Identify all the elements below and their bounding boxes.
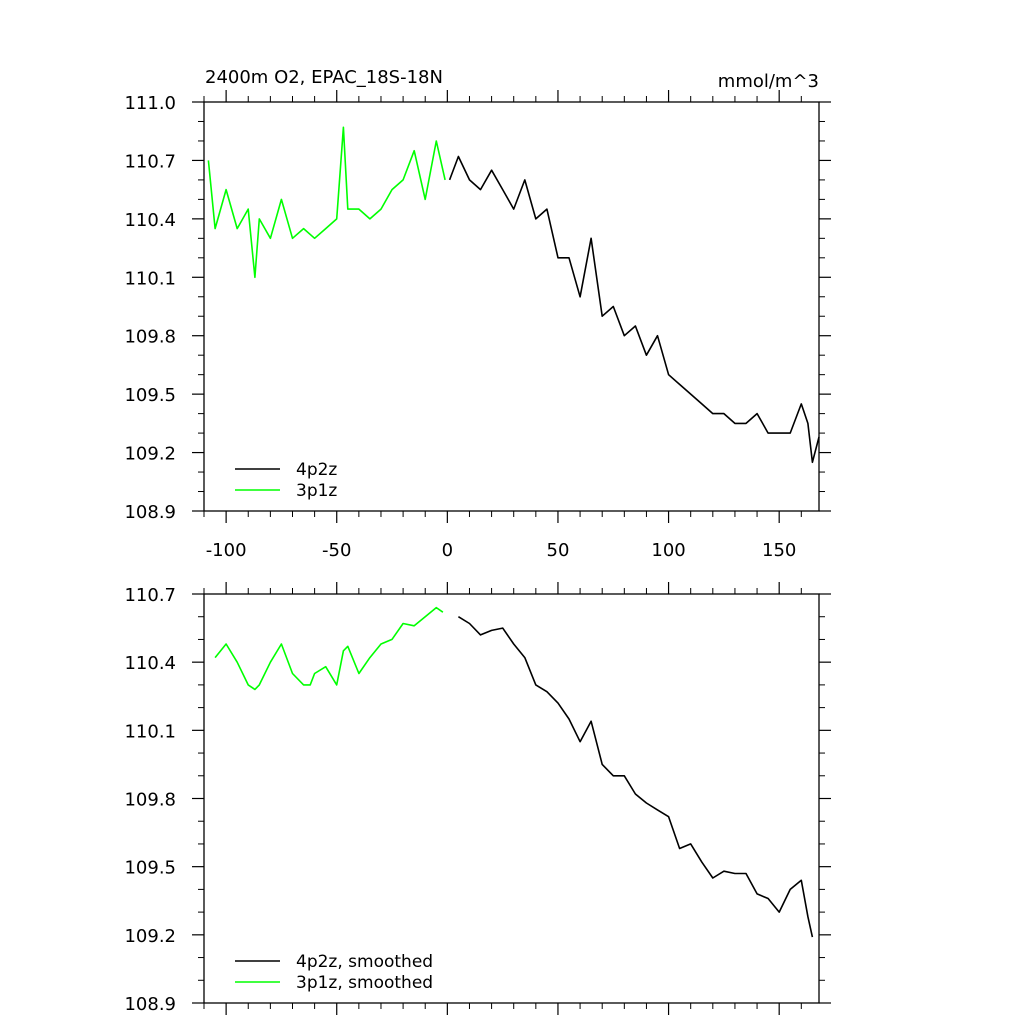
y-tick-label: 111.0 [124,93,176,114]
legend-label-4p2z: 4p2z [296,460,337,480]
y-tick-label: 109.5 [124,858,176,879]
series-line-3p1z-smoothed [214,606,444,691]
x-tick-label: -50 [322,540,351,561]
series-line-4p2z [448,155,820,464]
x-tick-label: 0 [442,540,453,561]
y-tick-label: 109.2 [124,926,176,947]
y-tick-label: 110.1 [124,268,176,289]
y-tick-label: 110.7 [124,585,176,606]
y-tick-label: 110.4 [124,653,176,674]
series-line-4p2z-smoothed [457,616,814,938]
y-tick-label: 109.8 [124,790,176,811]
bottom-plot-marks: 108.9 109.2 109.5 109.8 110.1 110.4 110.7 [124,582,831,1015]
x-tick-label: 50 [547,540,570,561]
x-tick-label: -100 [206,540,247,561]
units-label: mmol/m^3 [718,71,819,92]
x-tick-label: 100 [651,540,685,561]
y-tick-label: 109.2 [124,444,176,465]
top-plot-marks: 108.9 109.2 109.5 109.8 110.1 110.4 110.7 111.0… [124,90,831,561]
legend-label-3p1z: 3p1z [296,481,337,501]
series-line-3p1z [207,126,446,279]
y-tick-label: 110.4 [124,210,176,231]
x-tick-label: 150 [762,540,796,561]
y-tick-label: 110.7 [124,151,176,172]
y-tick-label: 109.5 [124,385,176,406]
plot-frame [203,101,820,512]
y-tick-label: 109.8 [124,327,176,348]
top-legend: 4p2z 3p1z [235,460,337,501]
top-panel: 2400m O2, EPAC_18S-18N mmol/m^3 108.9 109… [124,67,831,561]
legend-label-3p1z-smoothed: 3p1z, smoothed [296,973,433,993]
bottom-legend: 4p2z, smoothed 3p1z, smoothed [235,952,433,993]
y-tick-label: 110.1 [124,721,176,742]
legend-label-4p2z-smoothed: 4p2z, smoothed [296,952,433,972]
y-tick-label: 108.9 [124,502,176,523]
chart-title: 2400m O2, EPAC_18S-18N [205,67,443,88]
y-tick-label: 108.9 [124,994,176,1015]
bottom-panel: 108.9 109.2 109.5 109.8 110.1 110.4 110.7 4p2z… [124,582,831,1015]
